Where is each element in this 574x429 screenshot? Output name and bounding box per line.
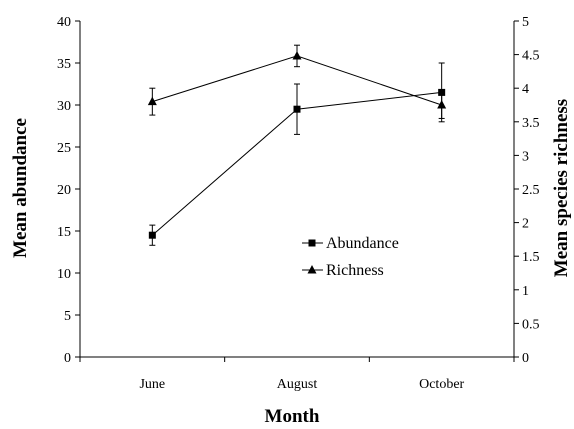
legend: Abundance Richness (302, 235, 399, 279)
x-tick-label: October (419, 377, 464, 392)
left-tick-label: 5 (64, 309, 71, 324)
left-tick-label: 10 (57, 267, 71, 282)
legend-swatch-marker (307, 265, 317, 274)
legend-label: Richness (326, 262, 384, 279)
y-axis-title: Mean abundance (10, 118, 31, 258)
right-axis-ticks: 0 0.5 1 1.5 2 2.5 3 3.5 4 4.5 5 (514, 15, 540, 366)
left-tick-label: 35 (57, 57, 71, 72)
series-abundance (148, 62, 446, 246)
left-tick-label: 20 (57, 183, 71, 198)
data-point (437, 100, 447, 109)
left-axis-ticks: 0 5 10 15 20 25 30 35 40 (57, 15, 80, 366)
legend-item-richness: Richness (302, 262, 384, 279)
right-tick-label: 0 (522, 351, 529, 366)
right-tick-label: 4 (522, 82, 529, 97)
x-axis-title: Month (265, 406, 320, 427)
left-tick-label: 40 (57, 15, 71, 30)
left-tick-label: 25 (57, 141, 71, 156)
right-tick-label: 2 (522, 217, 529, 232)
right-tick-label: 3 (522, 149, 529, 164)
legend-swatch-marker (308, 239, 316, 247)
right-tick-label: 4.5 (522, 49, 540, 64)
series-richness (147, 44, 447, 119)
x-tick-label: June (139, 377, 165, 392)
data-point (147, 96, 157, 106)
right-tick-label: 0.5 (522, 317, 540, 332)
x-tick-label: August (277, 377, 318, 392)
x-axis-ticks: June August October (79, 357, 515, 392)
right-tick-label: 5 (522, 15, 529, 30)
data-point (293, 105, 301, 113)
data-point (148, 231, 156, 239)
left-tick-label: 0 (64, 351, 71, 366)
legend-item-abundance: Abundance (302, 235, 399, 252)
y2-axis-title: Mean species richness (551, 99, 572, 277)
right-tick-label: 3.5 (522, 116, 540, 131)
right-tick-label: 1.5 (522, 250, 540, 265)
left-tick-label: 15 (57, 225, 71, 240)
left-tick-label: 30 (57, 99, 71, 114)
data-point (292, 50, 302, 60)
legend-label: Abundance (326, 235, 399, 252)
axes (79, 21, 515, 358)
series-layer (147, 44, 447, 246)
right-tick-label: 2.5 (522, 183, 540, 198)
right-tick-label: 1 (522, 284, 529, 299)
